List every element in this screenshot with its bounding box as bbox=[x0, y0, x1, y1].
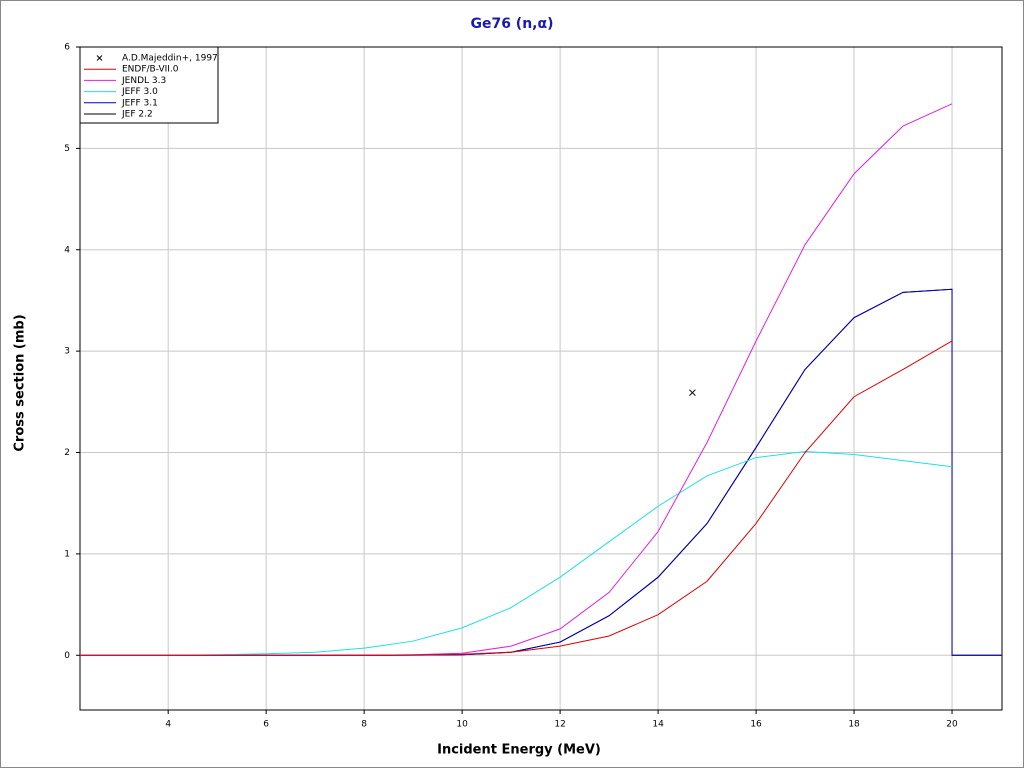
data-point bbox=[689, 389, 696, 397]
data-line bbox=[80, 340, 953, 656]
plot-border bbox=[79, 46, 1003, 711]
legend-label: JENDL 3.3 bbox=[121, 76, 166, 86]
legend-box bbox=[79, 46, 219, 124]
legend-marker bbox=[96, 55, 103, 61]
y-axis-label: Cross section (mb) bbox=[13, 314, 28, 451]
x-tick-label: 20 bbox=[946, 720, 958, 730]
y-tick-label: 0 bbox=[64, 651, 70, 661]
y-tick-label: 2 bbox=[64, 448, 70, 458]
legend-label: ENDF/B-VII.0 bbox=[122, 65, 179, 75]
plot-area bbox=[80, 47, 1002, 710]
y-tick-label: 5 bbox=[64, 144, 70, 154]
y-tick-label: 6 bbox=[64, 43, 70, 53]
x-axis-label: Incident Energy (MeV) bbox=[437, 743, 601, 758]
y-tick-label: 3 bbox=[64, 347, 70, 357]
x-tick-label: 4 bbox=[165, 720, 171, 730]
y-tick-label: 4 bbox=[64, 245, 70, 255]
legend-label: JEFF 3.0 bbox=[121, 87, 158, 97]
data-line bbox=[80, 450, 953, 656]
x-tick-label: 6 bbox=[263, 720, 269, 730]
x-tick-label: 8 bbox=[361, 720, 367, 730]
x-tick-label: 18 bbox=[848, 720, 860, 730]
legend-label: A.D.Majeddin+, 1997 bbox=[122, 54, 218, 64]
y-tick-label: 1 bbox=[64, 549, 70, 559]
x-tick-label: 10 bbox=[456, 720, 468, 730]
x-tick-label: 16 bbox=[750, 720, 762, 730]
x-tick-label: 12 bbox=[554, 720, 565, 730]
chart-title: Ge76 (n,α) bbox=[470, 16, 553, 32]
x-tick-label: 14 bbox=[652, 720, 664, 730]
legend-label: JEF 2.2 bbox=[121, 110, 153, 120]
legend-label: JEFF 3.1 bbox=[121, 98, 158, 108]
